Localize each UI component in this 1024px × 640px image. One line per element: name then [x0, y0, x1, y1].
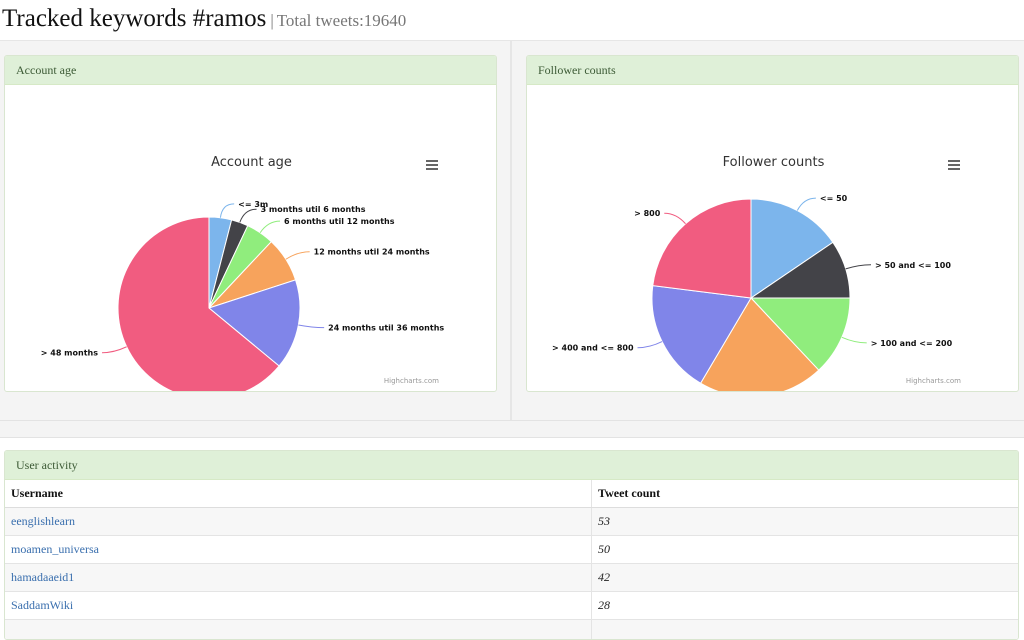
chart-title: Account age [211, 155, 292, 170]
follower-counts-chart-svg: Follower counts Highcharts.com <= 50 > 50 a… [527, 84, 1019, 392]
page-title: Tracked keywords #ramos|Total tweets:196… [2, 4, 406, 36]
table-row [5, 620, 1018, 640]
hamburger-menu-icon[interactable] [948, 160, 960, 170]
section-gap [0, 421, 1024, 438]
data-label: > 100 and <= 200 [871, 339, 953, 348]
username-link[interactable]: eenglishlearn [11, 514, 75, 528]
label-connector [286, 252, 310, 260]
column-header-tweet-count[interactable]: Tweet count [592, 480, 1019, 508]
label-connector [846, 265, 871, 269]
label-connector [664, 213, 685, 224]
column-divider [510, 41, 512, 420]
hamburger-menu-icon[interactable] [426, 160, 438, 170]
data-label: 12 months util 24 months [314, 248, 430, 257]
table-row: eenglishlearn 53 [5, 508, 1018, 536]
label-connector [102, 347, 127, 353]
menu-line [426, 164, 438, 166]
tweet-count-cell: 50 [592, 536, 1019, 564]
follower-counts-panel: Follower counts Follower counts Highchart… [526, 55, 1019, 392]
data-label: > 800 [634, 209, 661, 218]
menu-line [948, 164, 960, 166]
data-label: > 400 and <= 800 [552, 344, 634, 353]
data-label: > 48 months [41, 349, 98, 358]
username-cell: moamen_universa [5, 536, 592, 564]
chart-title: Follower counts [723, 155, 825, 170]
username-link[interactable]: moamen_universa [11, 542, 99, 556]
data-label: 24 months util 36 months [328, 324, 444, 333]
label-connector [220, 204, 234, 218]
title-text: Tracked keywords #ramos [2, 5, 266, 32]
tweet-count-cell: 53 [592, 508, 1019, 536]
data-label: 3 months util 6 months [261, 205, 366, 214]
menu-line [948, 160, 960, 162]
table-row: moamen_universa 50 [5, 536, 1018, 564]
tweet-count-cell [592, 620, 1019, 640]
table-row: hamadaaeid1 42 [5, 564, 1018, 592]
menu-line [948, 168, 960, 170]
username-link[interactable]: SaddamWiki [11, 598, 73, 612]
username-cell: hamadaaeid1 [5, 564, 592, 592]
column-header-username[interactable]: Username [5, 480, 592, 508]
table-row: SaddamWiki 28 [5, 592, 1018, 620]
label-connector [638, 342, 663, 348]
page-header: Tracked keywords #ramos|Total tweets:196… [0, 0, 1024, 41]
highcharts-credits[interactable]: Highcharts.com [906, 377, 961, 385]
menu-line [426, 168, 438, 170]
highcharts-credits[interactable]: Highcharts.com [384, 377, 439, 385]
user-activity-panel: User activity Username Tweet count eengl… [4, 450, 1019, 640]
username-link[interactable]: hamadaaeid1 [11, 570, 74, 584]
label-connector [842, 337, 867, 343]
pie-slices [652, 199, 850, 392]
tweet-count-cell: 42 [592, 564, 1019, 592]
username-cell: SaddamWiki [5, 592, 592, 620]
user-activity-table: Username Tweet count eenglishlearn 53 mo… [5, 480, 1018, 640]
follower-counts-heading: Follower counts [527, 56, 1018, 85]
username-cell: eenglishlearn [5, 508, 592, 536]
follower-counts-chart: Follower counts Highcharts.com <= 50 > 50 a… [527, 84, 1019, 392]
menu-line [426, 160, 438, 162]
user-activity-heading: User activity [5, 451, 1018, 480]
label-connector [797, 198, 816, 210]
total-tweets: Total tweets:19640 [277, 11, 407, 30]
data-label: > 50 and <= 100 [875, 261, 951, 270]
title-separator: | [270, 11, 273, 30]
account-age-heading: Account age [5, 56, 496, 85]
tweet-count-cell: 28 [592, 592, 1019, 620]
data-label: 6 months util 12 months [284, 217, 395, 226]
table-header-row: Username Tweet count [5, 480, 1018, 508]
label-connector [298, 325, 324, 328]
label-connector [260, 221, 280, 233]
label-connector [240, 209, 257, 222]
data-label: <= 50 [820, 194, 848, 203]
pie-slices [118, 217, 300, 392]
username-cell [5, 620, 592, 640]
